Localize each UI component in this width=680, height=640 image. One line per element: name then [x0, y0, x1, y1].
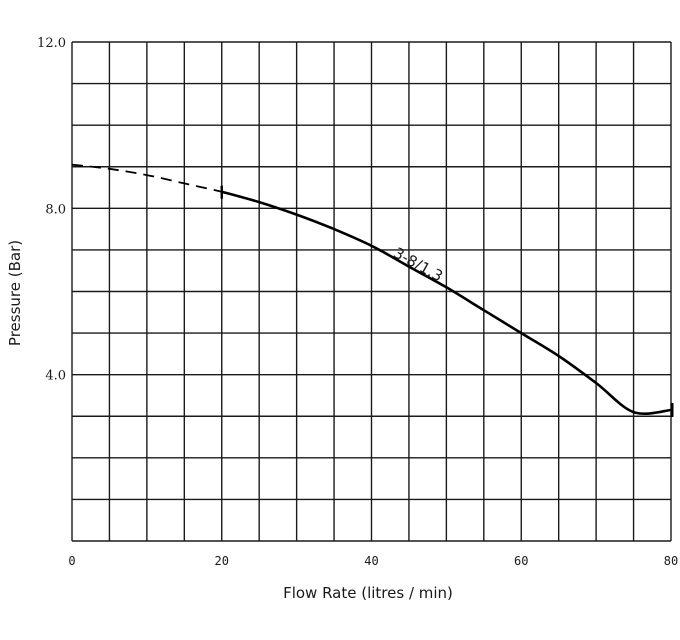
x-tick-label: 40 — [364, 554, 378, 568]
x-axis-ticks: 0 20 40 60 80 — [68, 554, 678, 568]
x-tick-label: 0 — [68, 554, 75, 568]
grid — [71, 41, 672, 542]
y-tick-label: 12.0 — [37, 36, 66, 51]
x-tick-label: 60 — [514, 554, 528, 568]
series-curve — [71, 163, 674, 418]
x-axis-label: Flow Rate (litres / min) — [283, 584, 453, 602]
y-tick-label: 4.0 — [45, 369, 66, 384]
series-curve-measured — [220, 190, 673, 416]
x-tick-label: 80 — [664, 554, 678, 568]
y-axis-ticks: 4.0 8.0 12.0 — [37, 36, 66, 384]
series-curve-extrapolated — [71, 163, 222, 193]
y-axis-label: Pressure (Bar) — [6, 240, 24, 346]
x-tick-label: 20 — [215, 554, 229, 568]
y-tick-label: 8.0 — [45, 202, 66, 217]
